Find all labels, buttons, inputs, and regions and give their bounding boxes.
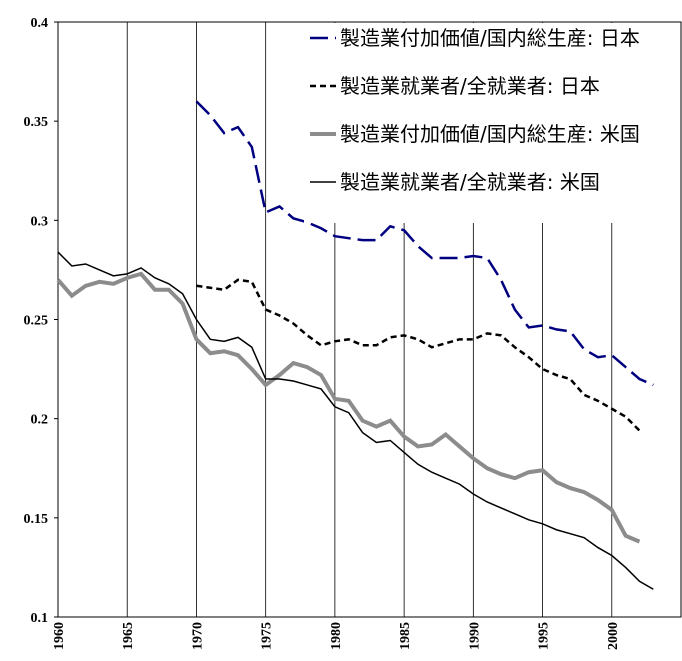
legend-label: 製造業就業者/全就業者: 日本 xyxy=(340,74,600,98)
series-line xyxy=(56,271,641,544)
y-tick-label: 0.1 xyxy=(31,611,49,626)
x-tick-label: 1965 xyxy=(121,622,136,650)
y-tick-label: 0.25 xyxy=(24,314,49,329)
x-tick-label: 1970 xyxy=(190,622,205,650)
x-tick-label: 1975 xyxy=(260,622,275,650)
y-tick-label: 0.3 xyxy=(31,214,49,229)
x-tick-label: 1985 xyxy=(398,622,413,650)
series-line xyxy=(195,100,654,387)
legend-box xyxy=(304,23,680,223)
legend-label: 製造業就業者/全就業者: 米国 xyxy=(340,170,600,194)
legend-label: 製造業付加価値/国内総生産: 米国 xyxy=(340,122,640,146)
x-tick-label: 1990 xyxy=(467,622,482,650)
y-tick-label: 0.35 xyxy=(24,115,49,130)
x-tick-label: 1960 xyxy=(52,622,67,650)
series-line xyxy=(57,251,654,590)
legend-label: 製造業付加価値/国内総生産: 日本 xyxy=(340,26,640,50)
series-line xyxy=(196,278,641,432)
x-tick-label: 1980 xyxy=(329,622,344,650)
x-tick-label: 1995 xyxy=(537,622,552,650)
x-tick-label: 2000 xyxy=(606,622,621,650)
y-tick-label: 0.4 xyxy=(31,16,49,31)
y-tick-label: 0.15 xyxy=(24,512,49,527)
y-tick-label: 0.2 xyxy=(31,413,49,428)
